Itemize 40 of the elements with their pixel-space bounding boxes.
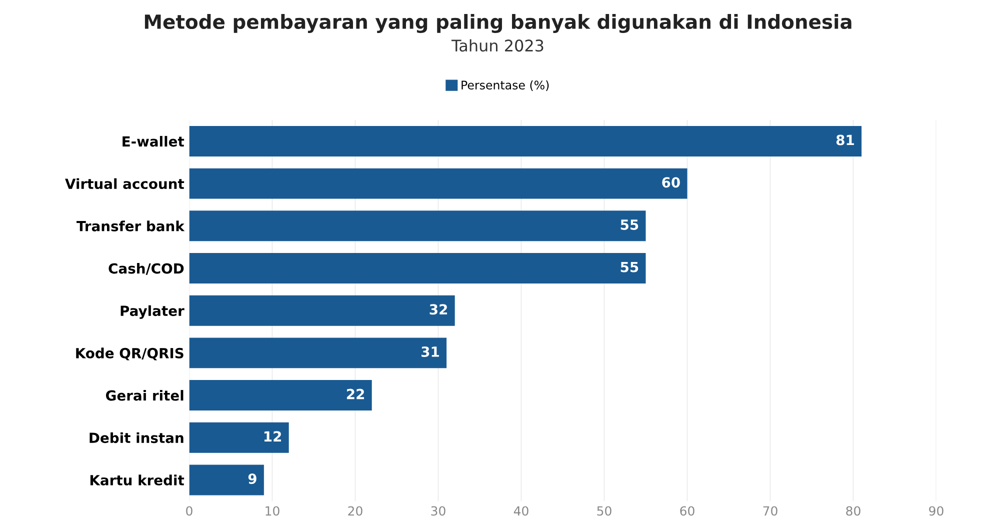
bar (189, 422, 289, 453)
y-tick-label: Kode QR/QRIS (76, 348, 184, 360)
x-tick-label: 0 (186, 506, 192, 516)
x-tick-label: 30 (431, 506, 446, 516)
y-tick-label: Paylater (120, 305, 184, 319)
bar (189, 168, 688, 199)
bar (189, 295, 455, 326)
x-tick-label: 70 (763, 506, 778, 516)
y-tick-label: E-wallet (122, 136, 184, 147)
y-tick-label: Transfer bank (76, 220, 185, 232)
chart-subtitle: Tahun 2023 (451, 39, 544, 52)
data-label: 22 (346, 388, 364, 400)
bar (189, 464, 264, 496)
x-tick-label: 40 (514, 506, 528, 516)
x-tick-label: 80 (846, 506, 860, 516)
bar (189, 210, 646, 242)
bar (189, 380, 372, 411)
chart-title: Metode pembayaran yang paling banyak digunakan di Indonesia (144, 14, 852, 33)
data-label: 9 (248, 473, 256, 484)
y-tick-label: Cash/COD (108, 262, 184, 275)
y-tick-label: Debit instan (90, 432, 184, 444)
x-tick-label: 20 (348, 506, 362, 516)
bar (189, 338, 447, 368)
x-tick-label: 10 (266, 506, 280, 516)
data-label: 31 (422, 346, 439, 357)
legend-label: Persentase (%) (462, 80, 549, 91)
y-tick-label: Virtual account (65, 178, 184, 190)
bar (189, 253, 646, 284)
data-label: 81 (836, 134, 854, 146)
x-tick-label: 90 (929, 506, 944, 516)
x-tick-label: 50 (597, 506, 612, 516)
data-label: 60 (662, 177, 680, 188)
y-tick-label: Kartu kredit (90, 474, 184, 486)
data-label: 12 (264, 431, 281, 442)
y-tick-label: Gerai ritel (106, 390, 184, 401)
data-label: 55 (620, 220, 638, 230)
data-label: 32 (430, 304, 447, 315)
x-tick-label: 60 (680, 506, 694, 516)
bar (189, 126, 862, 156)
data-label: 55 (620, 262, 638, 272)
